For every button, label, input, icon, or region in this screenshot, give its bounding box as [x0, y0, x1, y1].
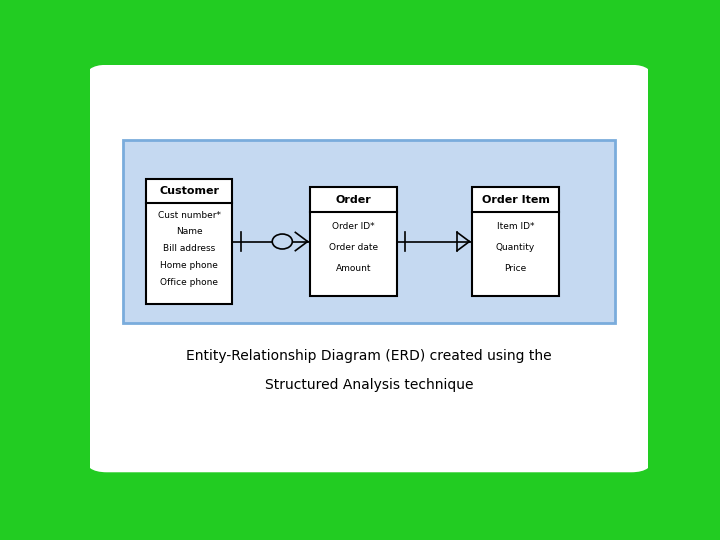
Text: Order date: Order date	[329, 243, 378, 252]
Text: Home phone: Home phone	[160, 261, 218, 270]
Bar	[124, 140, 615, 322]
Text: System Development: System Development	[104, 75, 287, 90]
Text: Order ID*: Order ID*	[333, 222, 375, 231]
Text: Price: Price	[504, 264, 526, 273]
Bar	[310, 187, 397, 295]
Text: Item ID*: Item ID*	[497, 222, 534, 231]
Text: Quantity: Quantity	[496, 243, 535, 252]
Text: Office phone: Office phone	[160, 278, 218, 287]
Text: Name: Name	[176, 227, 202, 237]
Text: Amount: Amount	[336, 264, 372, 273]
Bar	[145, 179, 233, 304]
Text: Bill address: Bill address	[163, 244, 215, 253]
FancyBboxPatch shape	[84, 65, 654, 472]
Circle shape	[272, 234, 292, 249]
Text: Entity-Relationship Diagram (ERD) created using the: Entity-Relationship Diagram (ERD) create…	[186, 349, 552, 363]
Text: Order: Order	[336, 194, 372, 205]
Text: Structured Analysis technique: Structured Analysis technique	[265, 378, 473, 392]
Text: Cust number*: Cust number*	[158, 211, 220, 219]
Text: Customer: Customer	[159, 186, 219, 196]
Text: Order Item: Order Item	[482, 194, 549, 205]
Bar	[472, 187, 559, 295]
